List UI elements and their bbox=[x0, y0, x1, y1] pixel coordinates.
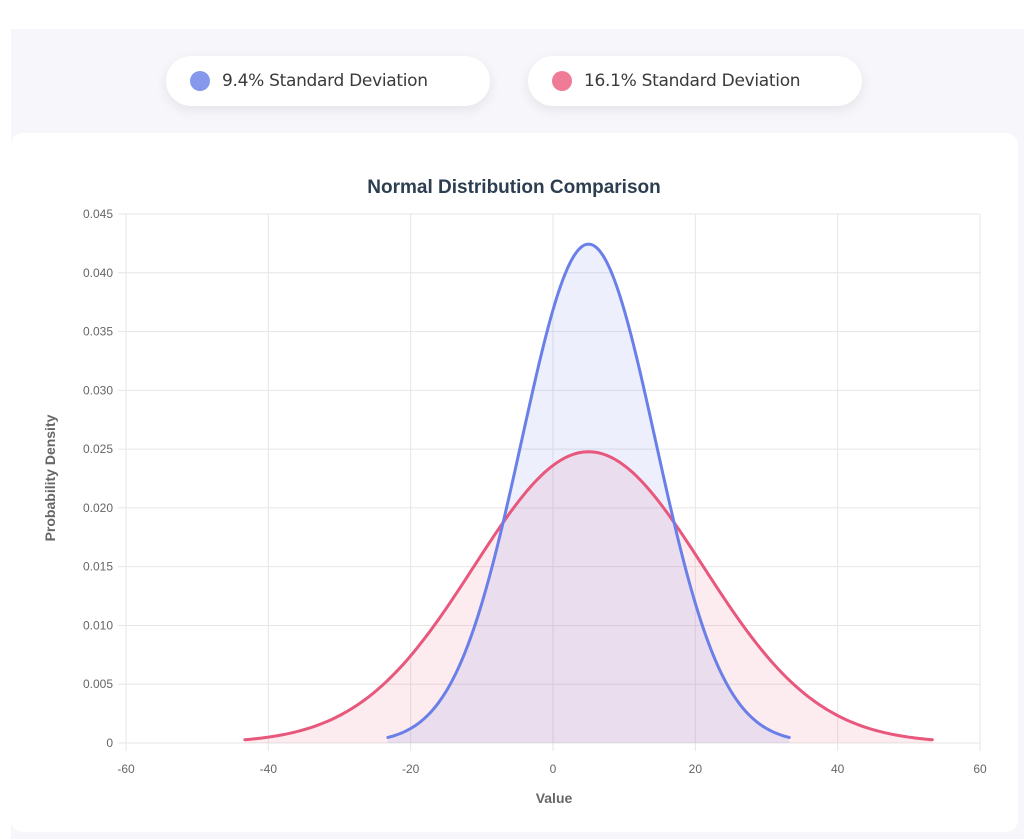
chart-svg: -60 -40 -20 0 20 40 60 0 0.005 0.010 0.015 0.020 0.… bbox=[42, 177, 987, 806]
y-tick-label: 0.025 bbox=[83, 442, 113, 456]
chart-title: Normal Distribution Comparison bbox=[367, 177, 660, 198]
y-tick-label: 0.010 bbox=[83, 618, 113, 632]
legend-item-sd-16-1[interactable]: 16.1% Standard Deviation bbox=[528, 56, 862, 106]
legend-swatch-pink bbox=[552, 71, 572, 91]
y-tick-labels: 0 0.005 0.010 0.015 0.020 0.025 0.030 0.035 0.04… bbox=[83, 207, 113, 750]
series-areas bbox=[244, 244, 933, 743]
chart-card: -60 -40 -20 0 20 40 60 0 0.005 0.010 0.015 0.020 0.… bbox=[11, 133, 1018, 832]
x-tick-label: -40 bbox=[260, 762, 278, 776]
legend-item-sd-9-4[interactable]: 9.4% Standard Deviation bbox=[166, 56, 490, 106]
x-tick-label: -20 bbox=[402, 762, 420, 776]
legend-label: 9.4% Standard Deviation bbox=[222, 71, 428, 91]
series-lines bbox=[243, 242, 934, 742]
legend-swatch-blue bbox=[190, 71, 210, 91]
y-tick-label: 0.035 bbox=[83, 325, 113, 339]
legend-label: 16.1% Standard Deviation bbox=[584, 71, 801, 91]
x-axis-label: Value bbox=[536, 790, 573, 806]
x-tick-label: 0 bbox=[550, 762, 557, 776]
y-tick-label: 0.030 bbox=[83, 383, 113, 397]
y-tick-label: 0.045 bbox=[83, 207, 113, 221]
x-tick-label: 20 bbox=[689, 762, 703, 776]
series-area-0 bbox=[387, 244, 790, 743]
y-tick-label: 0.005 bbox=[83, 677, 113, 691]
series-line-0 bbox=[386, 242, 791, 739]
y-axis-label: Probability Density bbox=[42, 414, 58, 541]
x-tick-label: 60 bbox=[973, 762, 987, 776]
grid bbox=[118, 213, 981, 751]
series-line-1 bbox=[243, 450, 934, 742]
y-tick-label: 0.040 bbox=[83, 266, 113, 280]
x-tick-label: -60 bbox=[117, 762, 135, 776]
x-tick-labels: -60 -40 -20 0 20 40 60 bbox=[117, 762, 987, 776]
x-tick-label: 40 bbox=[831, 762, 845, 776]
y-tick-label: 0.020 bbox=[83, 501, 113, 515]
series-area-1 bbox=[244, 451, 933, 743]
y-tick-label: 0.015 bbox=[83, 560, 113, 574]
y-tick-label: 0 bbox=[106, 736, 113, 750]
